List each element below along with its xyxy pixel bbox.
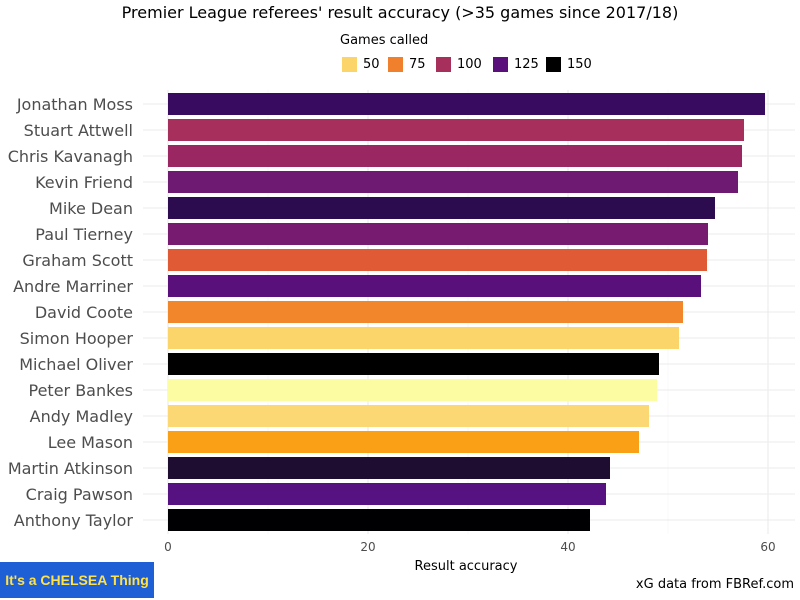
y-tick-label: Simon Hooper bbox=[20, 329, 134, 348]
legend-label-100: 100 bbox=[457, 57, 482, 72]
bar bbox=[168, 197, 715, 219]
legend-label-125: 125 bbox=[514, 57, 539, 72]
x-tick-label: 40 bbox=[560, 540, 575, 554]
x-tick-label: 20 bbox=[360, 540, 375, 554]
x-axis-title: Result accuracy bbox=[415, 559, 518, 574]
bar bbox=[168, 223, 708, 245]
bar bbox=[168, 93, 765, 115]
y-tick-label: Peter Bankes bbox=[29, 381, 134, 400]
y-tick-label: Anthony Taylor bbox=[14, 511, 134, 530]
legend-swatch-50 bbox=[342, 57, 357, 72]
legend-label-75: 75 bbox=[409, 57, 426, 72]
legend-label-150: 150 bbox=[567, 57, 592, 72]
bar bbox=[168, 431, 639, 453]
y-tick-label: Paul Tierney bbox=[35, 225, 133, 244]
x-tick-label: 60 bbox=[760, 540, 775, 554]
y-tick-label: Stuart Attwell bbox=[24, 121, 133, 140]
source-note: xG data from FBRef.com bbox=[635, 577, 794, 592]
y-tick-label: Kevin Friend bbox=[35, 173, 133, 192]
y-tick-label: Graham Scott bbox=[22, 251, 133, 270]
bar bbox=[168, 509, 590, 531]
legend-title: Games called bbox=[340, 33, 429, 48]
legend-swatch-100 bbox=[436, 57, 451, 72]
logo: It's a CHELSEA Thing bbox=[0, 562, 154, 598]
bar bbox=[168, 457, 610, 479]
y-tick-label: Mike Dean bbox=[49, 199, 133, 218]
bar bbox=[168, 275, 701, 297]
y-tick-label: Craig Pawson bbox=[26, 485, 133, 504]
bar bbox=[168, 353, 659, 375]
y-tick-label: Martin Atkinson bbox=[8, 459, 133, 478]
legend-label-50: 50 bbox=[363, 57, 380, 72]
bar bbox=[168, 379, 657, 401]
y-tick-label: Jonathan Moss bbox=[16, 95, 133, 114]
bar bbox=[168, 483, 606, 505]
y-tick-label: Andy Madley bbox=[30, 407, 133, 426]
logo-text: It's a CHELSEA Thing bbox=[5, 572, 149, 588]
bar bbox=[168, 405, 649, 427]
bar bbox=[168, 119, 744, 141]
y-tick-label: Chris Kavanagh bbox=[8, 147, 133, 166]
bar bbox=[168, 301, 683, 323]
x-tick-label: 0 bbox=[164, 540, 172, 554]
y-tick-label: Andre Marriner bbox=[13, 277, 133, 296]
bar bbox=[168, 171, 738, 193]
chart-title: Premier League referees' result accuracy… bbox=[121, 3, 679, 22]
y-tick-label: Michael Oliver bbox=[19, 355, 133, 374]
bar bbox=[168, 249, 707, 271]
legend-swatch-150 bbox=[546, 57, 561, 72]
y-tick-label: Lee Mason bbox=[48, 433, 133, 452]
bar bbox=[168, 327, 679, 349]
y-tick-label: David Coote bbox=[35, 303, 133, 322]
legend-swatch-125 bbox=[493, 57, 508, 72]
legend-swatch-75 bbox=[388, 57, 403, 72]
bar bbox=[168, 145, 742, 167]
